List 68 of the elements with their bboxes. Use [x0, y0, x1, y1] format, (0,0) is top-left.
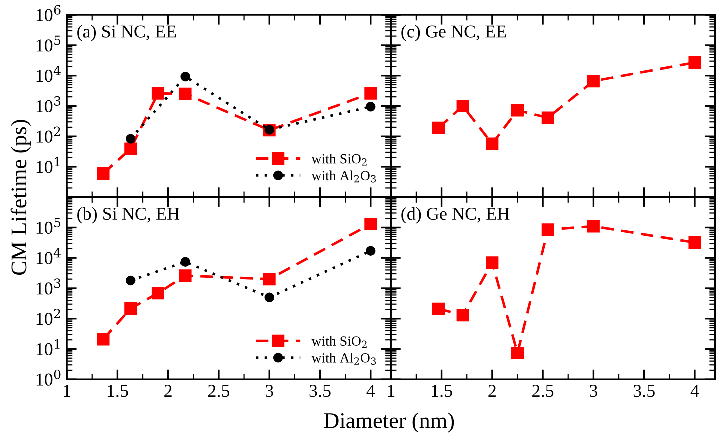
x-tick-label: 2.5: [532, 385, 554, 398]
point: [152, 287, 164, 300]
point: [486, 138, 499, 150]
point: [542, 224, 554, 236]
point: [456, 309, 470, 322]
text: (a) Si NC, EE: [78, 25, 176, 42]
y-tick-label: 10$^{2}$: [36, 126, 60, 143]
point: [179, 270, 192, 282]
text: (b) Si NC, EH: [78, 207, 180, 224]
legend-label: with Al$_{2}$O$_{3}$: [312, 353, 376, 365]
x-tick-label: 2.5: [208, 385, 230, 398]
y-axis-title: CM Lifetime (ps): [10, 120, 32, 276]
point: [486, 256, 499, 270]
x-tick-label: 1.5: [432, 385, 452, 398]
y-tick-label: 10$^{5}$: [36, 36, 61, 52]
point: [366, 102, 376, 112]
y-tick-label: 10$^{0}$: [36, 370, 61, 386]
point: [264, 292, 274, 302]
point: [688, 236, 702, 250]
point: [126, 134, 136, 144]
point: [366, 246, 376, 256]
legend-label: with SiO$_{2}$: [312, 154, 367, 166]
x-axis-title: Diameter (nm): [324, 412, 454, 433]
point: [688, 56, 702, 69]
point: [263, 273, 276, 286]
point: [97, 167, 110, 180]
x-tick-label: 3.5: [634, 385, 655, 398]
point: [97, 333, 110, 346]
x-tick-label: 1.5: [108, 385, 128, 398]
text: (d) Ge NC, EH: [402, 207, 510, 224]
x-tick-label: 4: [690, 385, 700, 398]
x-tick-label: 3: [590, 385, 598, 398]
y-tick-label: 10$^{1}$: [36, 157, 60, 174]
point: [542, 112, 554, 124]
x-tick-label: 2: [164, 385, 172, 398]
y-tick-label: 10$^{2}$: [36, 309, 60, 326]
point: [511, 346, 524, 360]
point: [179, 88, 192, 100]
point: [511, 104, 524, 117]
point: [126, 276, 136, 286]
point: [587, 220, 600, 233]
point: [364, 87, 378, 100]
x-tick-label: 3.5: [310, 385, 331, 398]
x-tick-label: 3: [266, 385, 274, 398]
point: [124, 302, 138, 316]
point: [152, 87, 164, 100]
text: (c) Ge NC, EE: [402, 25, 506, 42]
x-tick-label: 2: [488, 385, 496, 398]
point: [180, 257, 190, 267]
point: [587, 75, 600, 88]
point: [432, 302, 445, 316]
legend-label: with SiO$_{2}$: [312, 336, 367, 348]
y-tick-label: 10$^{3}$: [36, 278, 61, 295]
x-tick-label: 4: [366, 385, 376, 398]
point: [432, 122, 445, 134]
legend-label: with Al$_{2}$O$_{3}$: [312, 170, 376, 183]
y-tick-label: 10$^{3}$: [36, 96, 61, 113]
point: [364, 218, 378, 231]
x-tick-label: 1: [64, 385, 70, 398]
y-tick-label: 10$^{5}$: [36, 218, 61, 234]
y-tick-label: 10$^{1}$: [36, 339, 60, 356]
y-tick-label: 10$^{6}$: [36, 5, 61, 22]
point: [124, 142, 138, 156]
x-tick-label: 1: [388, 385, 395, 398]
y-tick-label: 10$^{4}$: [36, 248, 61, 264]
y-tick-label: 10$^{4}$: [36, 66, 61, 82]
point: [180, 72, 190, 82]
point: [456, 100, 470, 112]
